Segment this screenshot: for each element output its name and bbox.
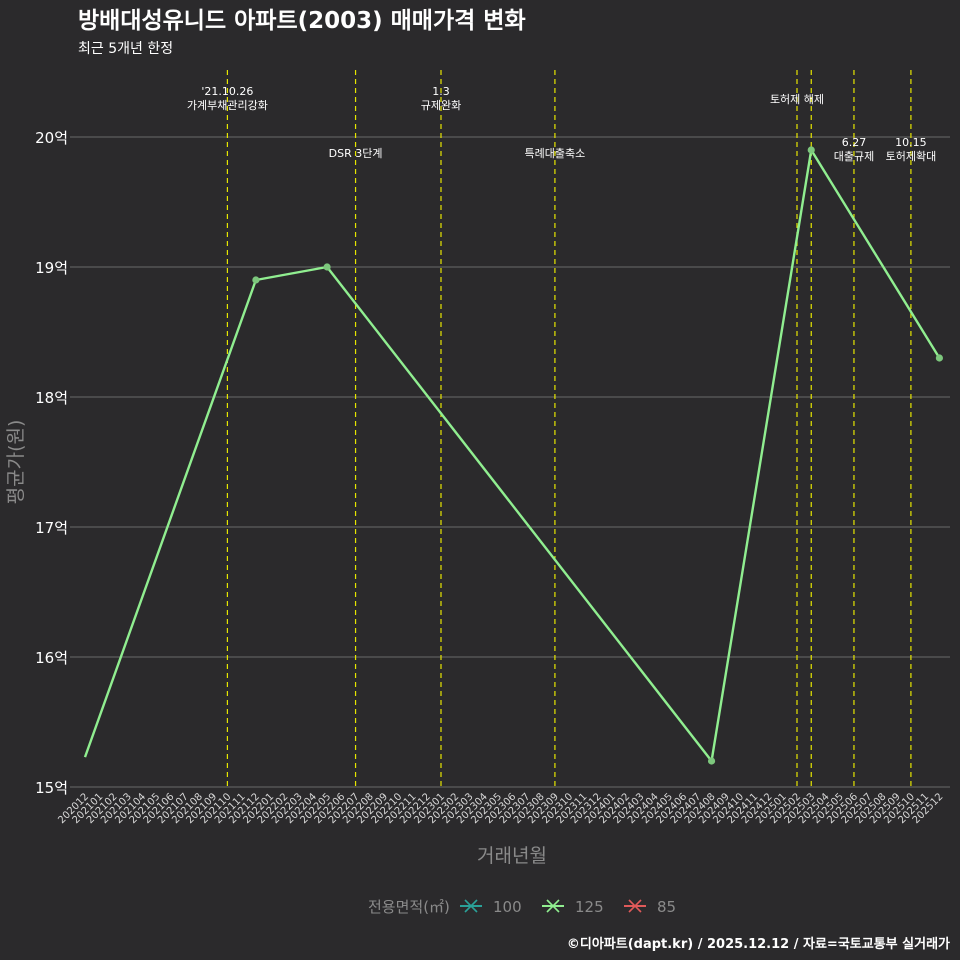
chart-subtitle: 최근 5개년 한정 (78, 41, 173, 57)
legend-cross-icon (464, 899, 478, 913)
y-grid (70, 136, 950, 788)
chart-caption: ©디아파트(dapt.kr) / 2025.12.12 / 자료=국토교통부 실… (567, 936, 950, 952)
data-point (807, 146, 815, 154)
y-axis-ticks: 15억 16억 17억 18억 19억 20억 (35, 129, 68, 797)
event-annotation: '21.10.26 (201, 85, 253, 98)
chart-title: 방배대성유니드 아파트(2003) 매매가격 변화 (78, 8, 526, 34)
y-axis-label: 평균가(원) (5, 420, 27, 505)
data-point (935, 354, 944, 362)
legend-label: 85 (657, 898, 676, 916)
event-annotation: 1.3 (432, 85, 450, 98)
event-annotation: 규제완화 (421, 99, 461, 112)
data-point (323, 263, 331, 271)
y-tick-label: 20억 (35, 129, 68, 147)
legend-label: 100 (493, 898, 522, 916)
y-tick-label: 17억 (35, 519, 68, 537)
series-layer (83, 146, 944, 765)
event-annotation: 10.15 (895, 136, 927, 149)
event-annotation: DSR 3단계 (329, 147, 383, 160)
x-axis-label: 거래년월 (477, 845, 547, 867)
event-annotation: 대출규제 (834, 150, 874, 163)
legend: 전용면적(㎡) 100 125 85 (368, 898, 676, 916)
y-tick-label: 19억 (35, 259, 68, 277)
legend-title: 전용면적(㎡) (368, 898, 450, 916)
y-tick-label: 15억 (35, 779, 68, 797)
legend-label: 125 (575, 898, 604, 916)
series-line-125 (83, 148, 941, 763)
x-axis-ticks: 2020122021012021022021032021042021052021… (56, 791, 945, 826)
legend-item-125: 125 (542, 898, 604, 916)
event-annotation: 6.27 (842, 136, 867, 149)
data-point (252, 276, 260, 284)
legend-cross-icon (628, 899, 642, 913)
event-annotation: 토허제확대 (886, 150, 937, 163)
legend-cross-icon (546, 899, 560, 913)
y-tick-label: 16억 (35, 649, 68, 667)
y-tick-label: 18억 (35, 389, 68, 407)
event-annotation: 가계부채관리강화 (187, 99, 268, 112)
legend-item-100: 100 (460, 898, 522, 916)
legend-item-85: 85 (624, 898, 676, 916)
event-annotation: 특례대출축소 (525, 147, 586, 160)
event-lines (226, 70, 912, 787)
event-annotation: 토허제 해제 (770, 92, 824, 106)
data-point (707, 757, 716, 765)
